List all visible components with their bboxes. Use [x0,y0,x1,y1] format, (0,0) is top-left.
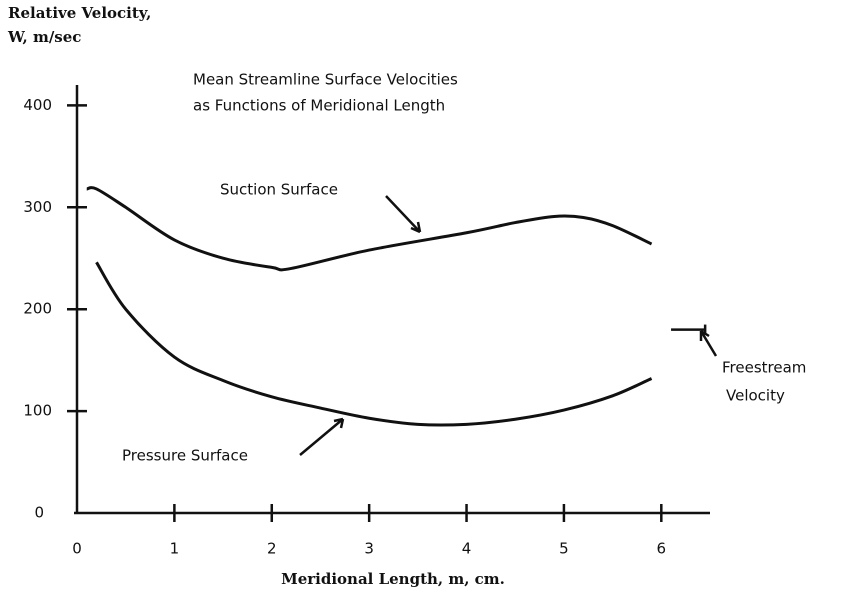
y-axis-label: Relative Velocity, [8,4,151,22]
x-tick-label: 6 [657,540,667,558]
arrow [385,195,422,234]
reference-label: Freestream [722,359,806,377]
x-tick-label: 0 [72,540,82,558]
y-tick-label: 400 [23,96,52,114]
x-tick-label: 2 [267,540,277,558]
chart-title: Mean Streamline Surface Velocities [193,71,458,89]
y-axis-label: W, m/sec [7,28,81,46]
y-tick-label: 300 [23,198,52,216]
series-label: Suction Surface [220,181,338,199]
x-tick-label: 3 [364,540,374,558]
line [86,186,653,272]
line [95,261,653,427]
x-tick-label: 5 [559,540,569,558]
arrow [299,417,345,456]
reference-label: Velocity [726,387,785,405]
x-tick-label: 4 [462,540,472,558]
x-tick-label: 1 [170,540,180,558]
x-axis-label: Meridional Length, m, cm. [281,570,505,588]
y-tick-label: 0 [34,504,44,522]
y-tick-label: 100 [23,402,52,420]
arrow [699,329,718,357]
series-label: Pressure Surface [122,447,248,465]
chart-title: as Functions of Meridional Length [193,97,445,115]
y-tick-label: 200 [23,300,52,318]
